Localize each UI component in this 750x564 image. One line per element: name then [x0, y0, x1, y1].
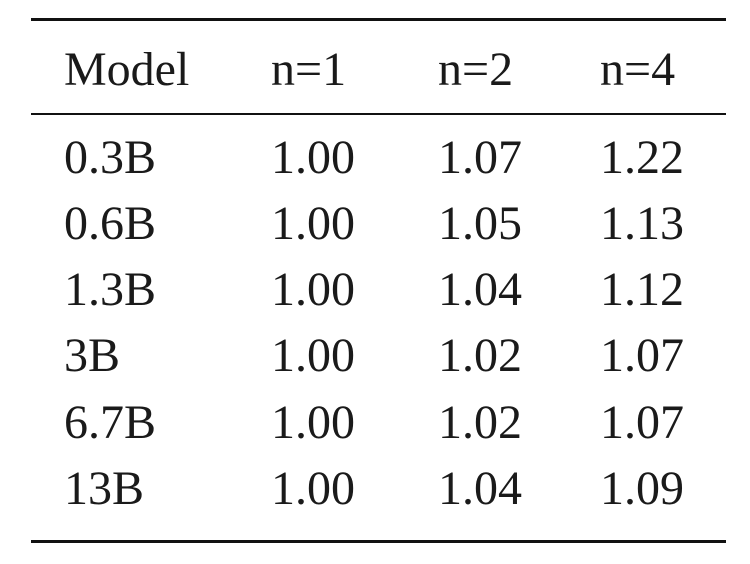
- bottom-rule: [31, 540, 726, 543]
- value-cell: 1.00: [271, 197, 355, 250]
- value-cell: 1.07: [600, 396, 684, 449]
- model-cell: 13B: [64, 462, 145, 515]
- header-model: Model: [64, 43, 190, 96]
- model-cell: 0.6B: [64, 197, 157, 250]
- value-cell: 1.22: [600, 131, 684, 184]
- header-n1: n=1: [271, 43, 347, 96]
- model-cell: 6.7B: [64, 396, 157, 449]
- value-cell: 1.07: [600, 329, 684, 382]
- header-rule: [31, 113, 726, 115]
- model-cell: 1.3B: [64, 263, 157, 316]
- value-cell: 1.04: [438, 462, 522, 515]
- value-cell: 1.12: [600, 263, 684, 316]
- model-cell: 3B: [64, 329, 121, 382]
- value-cell: 1.00: [271, 263, 355, 316]
- model-cell: 0.3B: [64, 131, 157, 184]
- value-cell: 1.04: [438, 263, 522, 316]
- value-cell: 1.00: [271, 462, 355, 515]
- value-cell: 1.09: [600, 462, 684, 515]
- value-cell: 1.00: [271, 396, 355, 449]
- value-cell: 1.07: [438, 131, 522, 184]
- header-n2: n=2: [438, 43, 514, 96]
- value-cell: 1.02: [438, 396, 522, 449]
- value-cell: 1.05: [438, 197, 522, 250]
- value-cell: 1.13: [600, 197, 684, 250]
- value-cell: 1.02: [438, 329, 522, 382]
- value-cell: 1.00: [271, 131, 355, 184]
- top-rule: [31, 18, 726, 21]
- value-cell: 1.00: [271, 329, 355, 382]
- header-n4: n=4: [600, 43, 676, 96]
